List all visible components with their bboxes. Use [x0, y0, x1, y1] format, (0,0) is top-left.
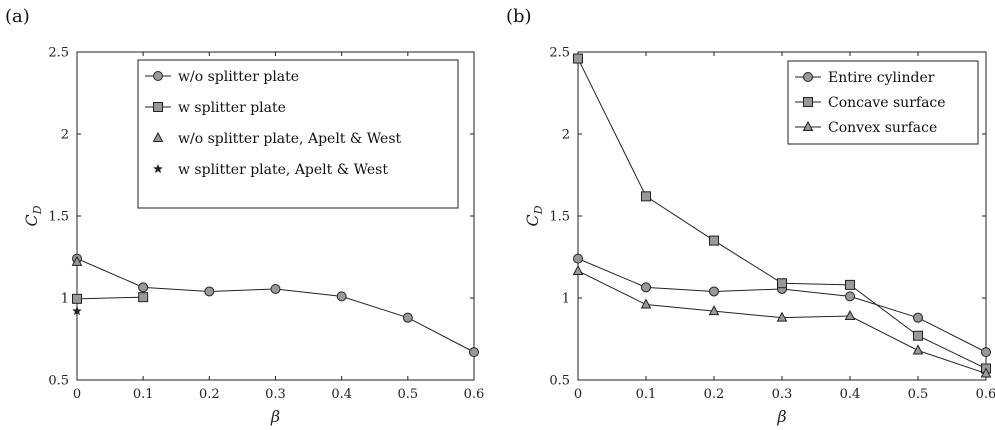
- x-tick-label: 0.4: [331, 387, 352, 402]
- legend-label: w splitter plate: [178, 100, 286, 116]
- data-point-star: [72, 305, 82, 316]
- x-axis-label: β: [776, 407, 786, 426]
- data-point-triangle: [640, 298, 652, 309]
- legend-label: w/o splitter plate, Apelt & West: [178, 131, 401, 147]
- series-square: [72, 292, 149, 304]
- data-point-square: [573, 53, 583, 64]
- data-point-square: [138, 292, 149, 303]
- y-tick-label: 1.5: [549, 210, 570, 225]
- data-point-triangle: [980, 367, 992, 378]
- series-line: [76, 296, 144, 300]
- series-triangle: [71, 255, 83, 266]
- data-point-circle: [845, 291, 855, 302]
- legend-marker-star: [153, 163, 163, 174]
- data-point-circle: [981, 347, 991, 358]
- data-point-triangle: [912, 344, 924, 355]
- x-tick-label: 0.4: [840, 387, 861, 402]
- panel-label: (b): [506, 6, 532, 27]
- x-axis-label: β: [270, 407, 280, 426]
- data-point-circle: [270, 283, 281, 294]
- legend-label: Entire cylinder: [828, 70, 935, 86]
- x-tick-label: 0.6: [464, 387, 485, 402]
- data-point-circle: [402, 312, 413, 323]
- y-tick-label: 2: [562, 128, 570, 143]
- data-point-square: [709, 235, 719, 246]
- y-tick-label: 2.5: [549, 46, 570, 61]
- panel-label: (a): [5, 6, 30, 27]
- data-point-triangle: [572, 264, 584, 275]
- data-point-circle: [709, 286, 719, 297]
- data-point-circle: [469, 347, 479, 358]
- x-tick-label: 0.5: [908, 387, 929, 402]
- x-tick-label: 0.2: [199, 387, 220, 402]
- data-point-triangle: [708, 305, 720, 316]
- x-tick-label: 0: [73, 387, 81, 402]
- series-star: [72, 305, 82, 316]
- data-point-square: [641, 191, 651, 202]
- data-point-circle: [913, 312, 923, 323]
- data-point-circle: [138, 282, 149, 293]
- legend-marker-triangle: [802, 120, 814, 131]
- legend-box: [137, 59, 459, 209]
- legend-label: Concave surface: [828, 95, 946, 111]
- y-tick-label: 1: [562, 292, 570, 307]
- x-tick-label: 0.2: [704, 387, 725, 402]
- legend-marker-circle: [803, 72, 813, 82]
- y-tick-label: 2.5: [48, 46, 69, 61]
- series-circle: [72, 253, 479, 358]
- x-tick-label: 0.3: [265, 387, 286, 402]
- series-triangle: [572, 264, 992, 378]
- data-point-square: [72, 293, 82, 304]
- chart-panel-a: (a) 0 0.1 0.2 0.3 0.4 0.5 0.6 0.5 1 1.5 2 2.5 β CD w/o …: [5, 6, 484, 426]
- data-point-triangle: [776, 311, 788, 322]
- x-tick-label: 0.3: [772, 387, 793, 402]
- series-line: [577, 258, 987, 353]
- legend-label: w splitter plate, Apelt & West: [178, 162, 388, 178]
- data-point-circle: [573, 253, 583, 264]
- legend-label: w/o splitter plate: [178, 69, 299, 85]
- y-tick-label: 1.5: [48, 210, 69, 225]
- x-tick-label: 0: [574, 387, 582, 402]
- data-point-square: [777, 278, 787, 289]
- y-tick-label: 0.5: [549, 374, 570, 389]
- chart-panel-b: (b) 0 0.1 0.2 0.3 0.4 0.5 0.6 0.5 1 1.5 2 2.5 β CD Enti…: [506, 6, 995, 426]
- data-point-square: [845, 279, 855, 290]
- y-tick-label: 0.5: [48, 374, 69, 389]
- legend-marker-square: [803, 97, 813, 107]
- legend-marker-square: [153, 102, 163, 112]
- data-point-square: [913, 330, 923, 341]
- legend-marker-triangle: [152, 131, 164, 142]
- data-point-circle: [336, 291, 347, 302]
- legend-label: Convex surface: [828, 120, 937, 136]
- data-point-circle: [204, 286, 215, 297]
- series-line: [76, 258, 475, 353]
- legend: w/o splitter plate w splitter plate w/o sp…: [137, 59, 459, 209]
- x-tick-label: 0.1: [636, 387, 657, 402]
- legend: Entire cylinder Concave surface Convex sur…: [787, 60, 979, 145]
- legend-marker-circle: [153, 71, 163, 81]
- data-point-circle: [641, 282, 651, 293]
- y-tick-label: 2: [61, 128, 69, 143]
- y-tick-label: 1: [61, 292, 69, 307]
- y-axis-label: CD: [523, 205, 545, 226]
- x-tick-label: 0.5: [397, 387, 418, 402]
- x-tick-label: 0.6: [976, 387, 995, 402]
- data-point-triangle: [71, 255, 83, 266]
- x-tick-label: 0.1: [133, 387, 154, 402]
- data-point-triangle: [844, 309, 856, 321]
- y-axis-label: CD: [22, 205, 44, 226]
- series-circle: [573, 253, 991, 358]
